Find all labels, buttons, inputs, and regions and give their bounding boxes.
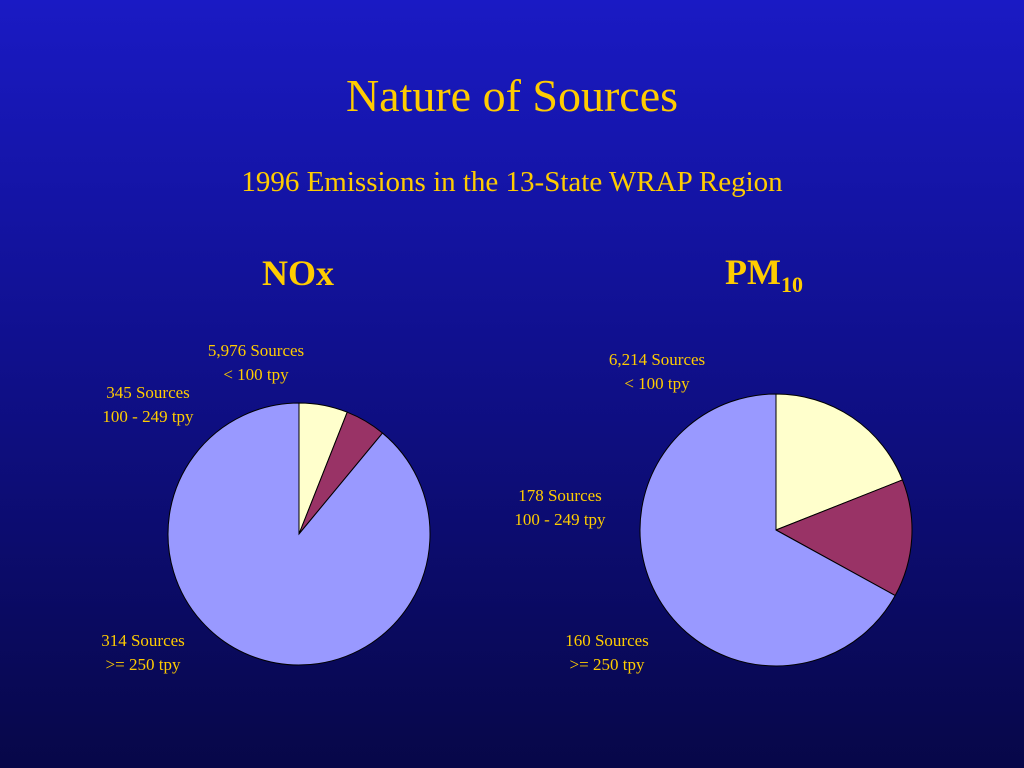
nox-pie-chart	[167, 402, 431, 666]
pie-slice-2	[167, 402, 431, 666]
pm10-label-large: 160 Sources >= 250 tpy	[522, 629, 692, 677]
nox-label-medium-range: 100 - 249 tpy	[102, 407, 194, 426]
pm10-label-medium-count: 178 Sources	[518, 486, 602, 505]
pm10-label-small-count: 6,214 Sources	[608, 350, 706, 369]
pm10-label-medium: 178 Sources 100 - 249 tpy	[475, 484, 645, 532]
nox-label-large: 314 Sources >= 250 tpy	[58, 629, 228, 677]
nox-label-large-count: 314 Sources	[101, 631, 185, 650]
nox-label-large-range: >= 250 tpy	[105, 655, 181, 674]
nox-label-medium-count: 345 Sources	[106, 383, 190, 402]
nox-label-small-count: 5,976 Sources	[207, 341, 305, 360]
nox-title-text: NOx	[262, 253, 334, 293]
pm10-pie-chart	[639, 393, 913, 667]
pm10-label-medium-range: 100 - 249 tpy	[514, 510, 606, 529]
nox-label-small-range: < 100 tpy	[223, 365, 289, 384]
nox-label-small: 5,976 Sources < 100 tpy	[171, 339, 341, 387]
pm10-title-text: PM	[725, 252, 781, 292]
pm10-label-small-range: < 100 tpy	[624, 374, 690, 393]
nox-label-medium: 345 Sources 100 - 249 tpy	[63, 381, 233, 429]
pm10-title-subscript: 10	[780, 272, 803, 297]
pie-slice-2	[639, 393, 896, 667]
nox-chart-title: NOx	[198, 252, 398, 294]
pm10-label-small: 6,214 Sources < 100 tpy	[572, 348, 742, 396]
slide-subtitle: 1996 Emissions in the 13-State WRAP Regi…	[241, 166, 783, 198]
pie-slice-1	[774, 479, 913, 597]
pm10-label-large-range: >= 250 tpy	[569, 655, 645, 674]
pm10-label-large-count: 160 Sources	[565, 631, 649, 650]
pm10-chart-title: PM10	[664, 251, 864, 296]
slide-title: Nature of Sources	[345, 70, 679, 121]
pie-slice-0	[775, 393, 904, 531]
